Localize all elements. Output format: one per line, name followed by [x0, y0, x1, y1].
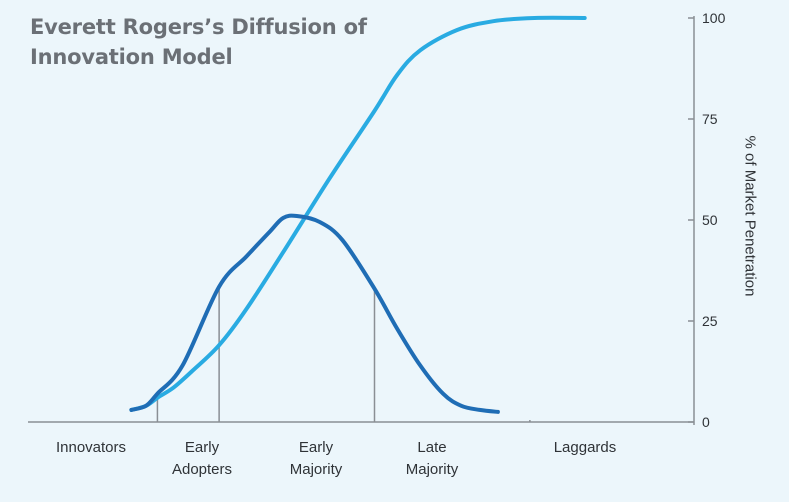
- category-label-line: Majority: [405, 461, 459, 478]
- y-tick-label-100: 100: [702, 10, 726, 26]
- chart-title-line-1: Everett Rogers’s Diffusion of: [30, 15, 367, 39]
- y-axis-label: % of Market Penetration: [741, 135, 759, 297]
- y-tick-label-75: 75: [702, 111, 718, 127]
- category-label-1: Innovators: [31, 437, 151, 459]
- category-label-5: Laggards: [525, 437, 645, 459]
- category-label-line: Majority: [289, 461, 343, 478]
- y-tick-label-50: 50: [702, 212, 718, 228]
- chart-title-line-2: Innovation Model: [30, 45, 233, 69]
- s-curve-line: [129, 15, 587, 412]
- category-label-4: Late Majority: [372, 437, 492, 481]
- category-label-2: Early Adopters: [142, 437, 262, 481]
- y-tick-label-0: 0: [702, 414, 710, 430]
- chart-title: Everett Rogers’s Diffusion of Innovation…: [30, 12, 367, 72]
- category-label-line: Late: [417, 439, 447, 456]
- category-label-3: Early Majority: [256, 437, 376, 481]
- category-label-line: Early: [298, 439, 334, 456]
- category-label-line: Innovators: [55, 439, 127, 456]
- category-label-line: Adopters: [171, 461, 233, 478]
- bell-curve-line: [129, 213, 500, 414]
- category-label-line: Laggards: [553, 439, 617, 456]
- y-tick-label-25: 25: [702, 313, 718, 329]
- category-label-line: Early: [184, 439, 220, 456]
